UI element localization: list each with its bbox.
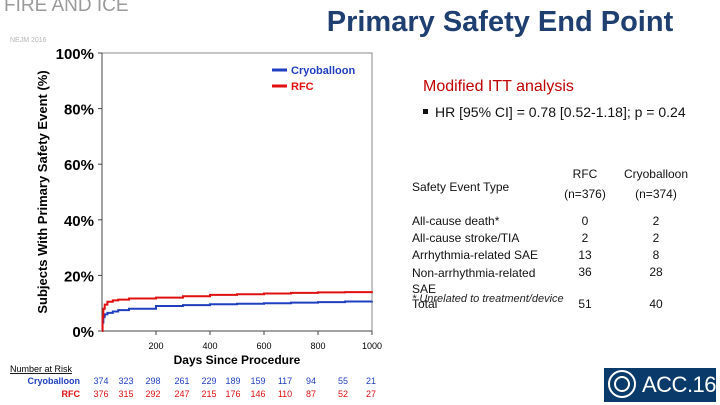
acc-logo-text: ACC.16 bbox=[642, 372, 717, 397]
legend-label-rfc: RFC bbox=[291, 81, 314, 93]
risk-value-rfc: 376 bbox=[93, 389, 108, 399]
kaplan-meier-chart: 0% 20% 40% 60% 80% 100% 200 400 600 800 1000 Days S… bbox=[10, 46, 382, 399]
risk-value-cryoballoon: 189 bbox=[225, 376, 240, 386]
legend-label-cryoballoon: Cryoballoon bbox=[291, 65, 355, 77]
table-row-label: Total bbox=[412, 297, 438, 311]
table-row-label: All-cause stroke/TIA bbox=[412, 231, 520, 245]
x-tick-label: 800 bbox=[310, 341, 325, 351]
y-axis-title: Subjects With Primary Safety Event (%) bbox=[35, 70, 50, 313]
risk-value-cryoballoon: 323 bbox=[118, 376, 133, 386]
series-line-cryoballoon bbox=[101, 300, 373, 332]
table-row-cryo-value: 40 bbox=[649, 297, 663, 311]
acc-seal-inner-icon bbox=[614, 376, 630, 392]
table-header-rfc: RFC (n=376) bbox=[564, 167, 606, 201]
y-tick-label: 20% bbox=[64, 268, 94, 285]
analysis-title: Modified ITT analysis bbox=[423, 78, 574, 95]
risk-value-cryoballoon: 117 bbox=[278, 376, 292, 386]
risk-value-rfc: 110 bbox=[278, 389, 292, 399]
x-tick-label: 1000 bbox=[362, 341, 382, 351]
risk-value-rfc: 292 bbox=[145, 389, 160, 399]
table-row-label: Arrhythmia-related SAE bbox=[412, 248, 539, 262]
risk-value-rfc: 176 bbox=[225, 389, 240, 399]
table-row-cryo-value: 2 bbox=[652, 214, 660, 228]
x-axis-title: Days Since Procedure bbox=[174, 353, 301, 367]
table-row-cryo-value: 2 bbox=[652, 231, 660, 245]
risk-row-label-cryoballoon: Cryoballoon bbox=[27, 376, 80, 386]
series-line-rfc bbox=[101, 291, 373, 332]
trial-subtitle: NEJM 2016 bbox=[10, 37, 47, 44]
table-footnote: * Unrelated to treatment/device bbox=[412, 293, 564, 305]
hazard-ratio-bullet: HR [95% CI] = 0.78 [0.52-1.18]; p = 0.24 bbox=[423, 103, 713, 121]
y-tick-label: 100% bbox=[56, 46, 94, 63]
risk-value-cryoballoon: 55 bbox=[338, 376, 348, 386]
x-tick-label: 200 bbox=[148, 341, 163, 351]
risk-value-cryoballoon: 298 bbox=[145, 376, 160, 386]
table-row-cryo-value: 8 bbox=[652, 248, 660, 262]
y-tick-label: 60% bbox=[64, 157, 94, 174]
bullet-icon bbox=[423, 109, 428, 114]
risk-value-rfc: 215 bbox=[201, 389, 216, 399]
risk-value-cryoballoon: 229 bbox=[201, 376, 216, 386]
risk-value-cryoballoon: 374 bbox=[93, 376, 108, 386]
table-header-cryoballoon: Cryoballoon (n=374) bbox=[623, 167, 689, 201]
risk-value-rfc: 247 bbox=[174, 389, 189, 399]
table-row-label: All-cause death* bbox=[412, 214, 500, 228]
table-row-label: Non-arrhythmia-related SAE bbox=[412, 266, 536, 296]
plot-frame bbox=[101, 52, 373, 332]
x-tick-label: 400 bbox=[202, 341, 217, 351]
trial-name: FIRE AND ICE bbox=[4, 0, 129, 16]
table-row-cryo-value: 28 bbox=[649, 265, 663, 279]
y-tick-label: 80% bbox=[64, 102, 94, 119]
risk-value-cryoballoon: 21 bbox=[366, 376, 376, 386]
table-row-rfc-value: 0 bbox=[581, 214, 589, 228]
risk-value-rfc: 52 bbox=[338, 389, 348, 399]
risk-row-label-rfc: RFC bbox=[62, 389, 81, 399]
hazard-ratio-text: HR [95% CI] = 0.78 [0.52-1.18]; p = 0.24 bbox=[435, 104, 686, 120]
risk-value-rfc: 315 bbox=[118, 389, 133, 399]
x-tick-label: 600 bbox=[256, 341, 271, 351]
risk-value-cryoballoon: 261 bbox=[174, 376, 189, 386]
y-tick-label: 40% bbox=[64, 213, 94, 230]
risk-value-cryoballoon: 94 bbox=[306, 376, 316, 386]
slide-title: Primary Safety End Point bbox=[326, 6, 674, 38]
table-header-event-type: Safety Event Type bbox=[412, 180, 510, 194]
table-row-rfc-value: 36 bbox=[578, 265, 592, 279]
risk-value-rfc: 146 bbox=[250, 389, 265, 399]
table-row-rfc-value: 13 bbox=[578, 248, 592, 262]
acc-seal-icon bbox=[608, 370, 636, 398]
table-row-rfc-value: 2 bbox=[581, 231, 589, 245]
risk-value-rfc: 87 bbox=[306, 389, 316, 399]
risk-value-rfc: 27 bbox=[366, 389, 376, 399]
y-tick-label: 0% bbox=[72, 324, 94, 341]
table-row-rfc-value: 51 bbox=[578, 297, 592, 311]
safety-event-table: Safety Event Type RFC (n=376) Cryoballoo… bbox=[405, 158, 720, 318]
risk-table-title: Number at Risk bbox=[10, 364, 73, 374]
acc-logo: ACC.16 bbox=[604, 368, 717, 402]
risk-value-cryoballoon: 159 bbox=[250, 376, 265, 386]
